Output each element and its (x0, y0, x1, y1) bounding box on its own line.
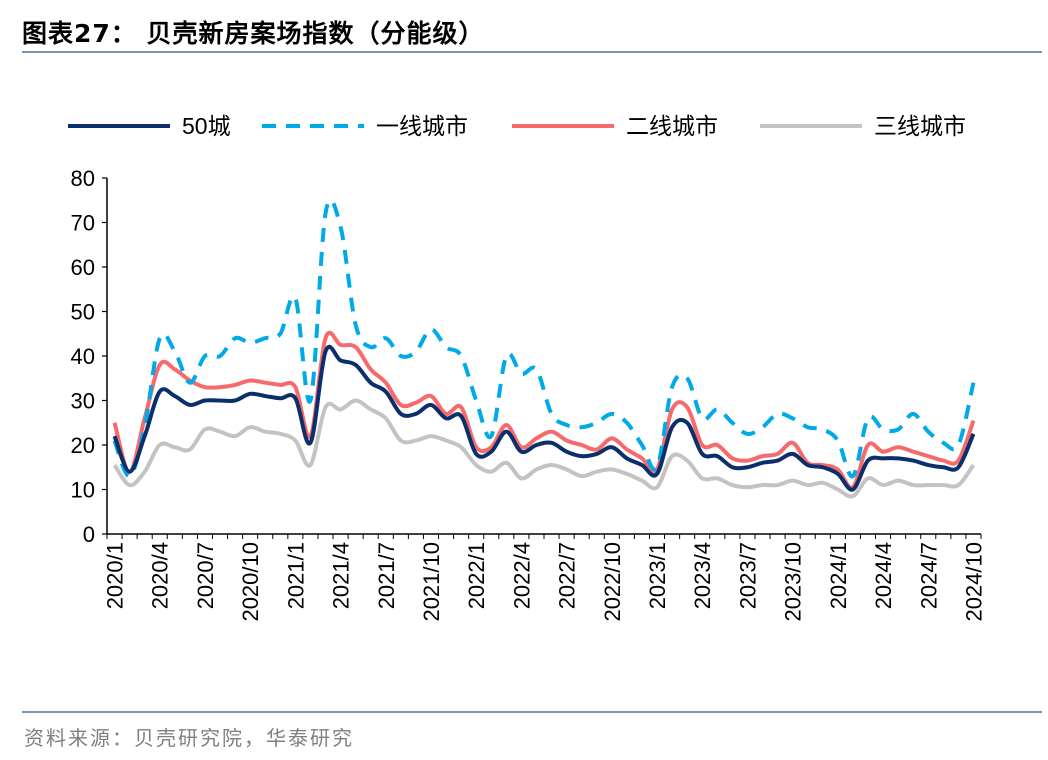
x-tick-label: 2023/4 (690, 542, 715, 609)
legend-label: 三线城市 (874, 113, 966, 139)
y-tick-label: 20 (71, 433, 95, 458)
y-tick-label: 70 (71, 211, 95, 236)
y-tick-label: 30 (71, 389, 95, 414)
x-tick-label: 2023/7 (735, 542, 760, 609)
x-tick-label: 2021/7 (374, 542, 399, 609)
x-tick-label: 2024/4 (871, 542, 896, 609)
x-tick-label: 2023/10 (781, 542, 806, 622)
x-tick-label: 2021/10 (419, 542, 444, 622)
series-line-2 (112, 330, 976, 490)
x-tick-label: 2021/1 (283, 542, 308, 609)
x-tick-label: 2022/7 (555, 542, 580, 609)
x-tick-label: 2022/1 (464, 542, 489, 609)
legend-label: 50城 (182, 113, 231, 139)
legend-label: 二线城市 (626, 113, 718, 139)
y-tick-label: 0 (83, 522, 95, 547)
x-tick-label: 2022/4 (509, 542, 534, 609)
y-tick-label: 40 (71, 344, 95, 369)
title-divider (22, 51, 1042, 53)
series-line-1 (112, 198, 976, 479)
x-tick-label: 2020/1 (103, 542, 128, 609)
x-tick-label: 2021/4 (329, 542, 354, 609)
source-note: 资料来源：贝壳研究院，华泰研究 (24, 726, 354, 750)
series-line-3 (112, 398, 976, 499)
legend-label: 一线城市 (376, 113, 468, 139)
y-tick-label: 10 (71, 478, 95, 503)
y-tick-label: 50 (71, 300, 95, 325)
y-tick-label: 60 (71, 255, 95, 280)
figure-title: 图表27： 贝壳新房案场指数（分能级） (22, 19, 485, 48)
x-tick-label: 2020/4 (148, 542, 173, 609)
x-tick-label: 2024/7 (916, 542, 941, 609)
source-divider (22, 711, 1042, 713)
series-line-0 (112, 344, 976, 492)
line-chart: 0 10 20 30 40 50 60 70 80 2020/1 2020/4 2020/7 2020/… (68, 113, 986, 622)
x-tick-label: 2022/10 (600, 542, 625, 622)
x-tick-label: 2020/7 (193, 542, 218, 609)
x-tick-label: 2023/1 (645, 542, 670, 609)
x-tick-label: 2020/10 (238, 542, 263, 622)
y-tick-label: 80 (71, 166, 95, 191)
x-tick-label: 2024/1 (826, 542, 851, 609)
x-tick-label: 2024/10 (961, 542, 986, 622)
